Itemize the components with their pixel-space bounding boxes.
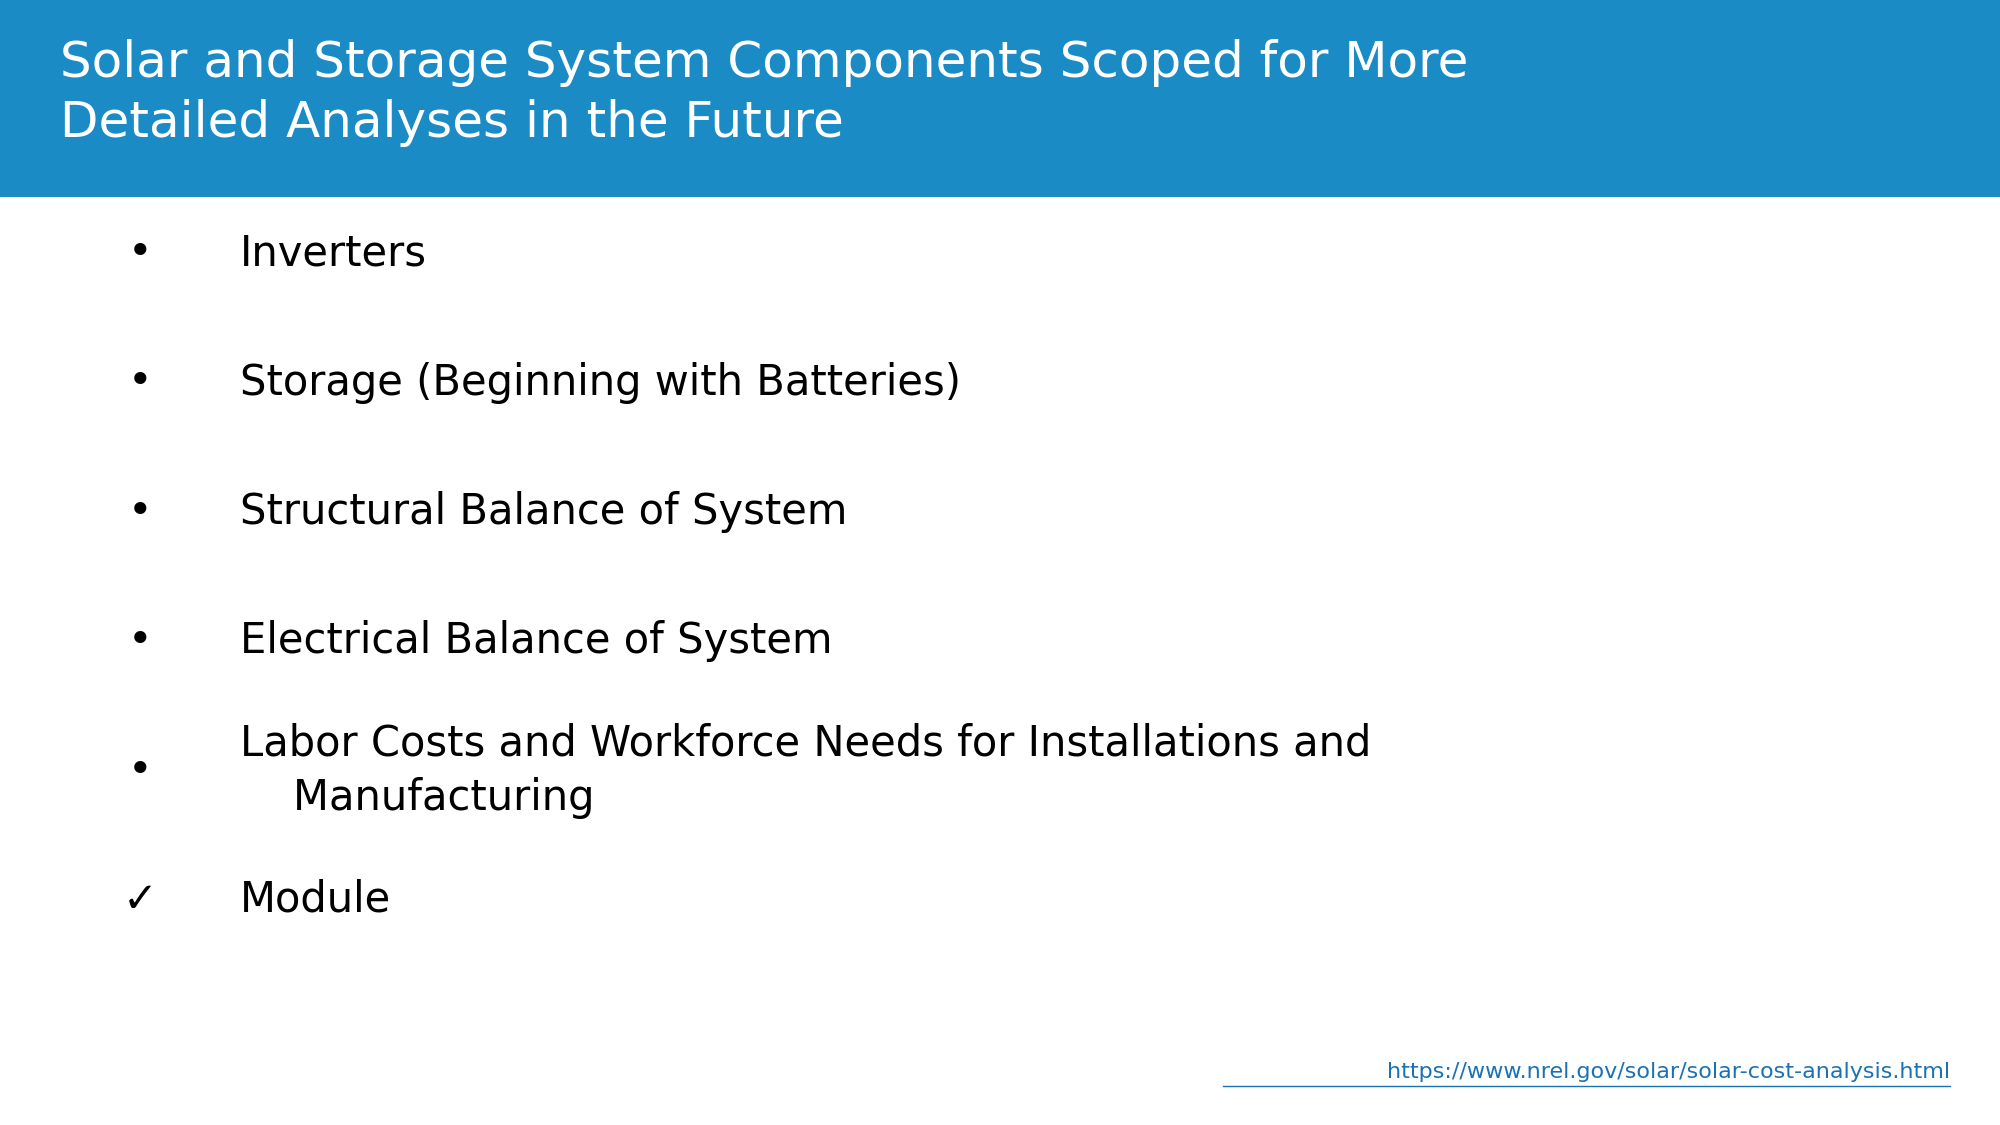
FancyBboxPatch shape [0,0,2000,197]
Text: Inverters: Inverters [240,232,428,274]
Text: Solar and Storage System Components Scoped for More
Detailed Analyses in the Fut: Solar and Storage System Components Scop… [60,39,1468,146]
Text: Storage (Beginning with Batteries): Storage (Beginning with Batteries) [240,361,960,404]
Text: Labor Costs and Workforce Needs for Installations and
    Manufacturing: Labor Costs and Workforce Needs for Inst… [240,722,1372,819]
Text: Module: Module [240,879,392,921]
Text: •: • [128,232,152,274]
Text: •: • [128,361,152,404]
Text: https://www.nrel.gov/solar/solar-cost-analysis.html: https://www.nrel.gov/solar/solar-cost-an… [1386,1062,1950,1082]
Text: •: • [128,490,152,533]
Text: Structural Balance of System: Structural Balance of System [240,490,848,533]
Text: •: • [128,620,152,663]
Text: ✓: ✓ [122,879,158,921]
Text: •: • [128,749,152,792]
Text: Electrical Balance of System: Electrical Balance of System [240,620,832,663]
